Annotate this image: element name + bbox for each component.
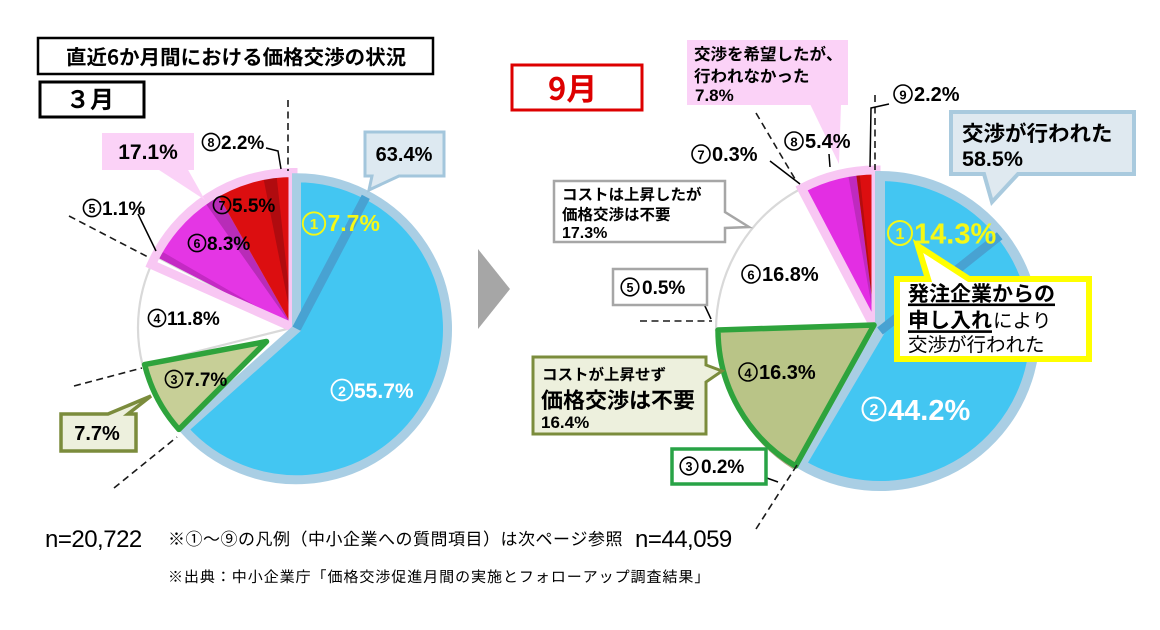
svg-text:5.4%: 5.4% [805,131,851,153]
svg-text:17.1%: 17.1% [118,141,178,164]
svg-text:2: 2 [338,383,346,399]
svg-text:8: 8 [790,135,797,150]
svg-text:9: 9 [899,88,906,103]
svg-text:0.5%: 0.5% [642,278,685,299]
svg-text:7.7%: 7.7% [74,423,120,445]
svg-text:8: 8 [208,136,215,150]
svg-text:16.3%: 16.3% [759,362,816,384]
svg-text:7: 7 [697,148,704,163]
svg-text:44.2%: 44.2% [888,395,970,427]
svg-text:0.2%: 0.2% [701,457,744,478]
svg-text:16.4%: 16.4% [541,413,589,432]
svg-text:55.7%: 55.7% [354,380,414,403]
svg-text:4: 4 [744,366,752,381]
svg-text:6: 6 [194,237,201,251]
svg-text:11.8%: 11.8% [167,309,220,330]
svg-text:2: 2 [870,402,879,419]
svg-text:58.5%: 58.5% [962,147,1023,171]
svg-text:16.8%: 16.8% [762,264,819,286]
svg-text:8.3%: 8.3% [207,234,250,255]
svg-text:5.5%: 5.5% [232,196,275,217]
svg-text:1: 1 [310,216,318,233]
svg-text:n=44,059: n=44,059 [635,526,732,553]
svg-text:6: 6 [747,268,754,283]
svg-text:0.3%: 0.3% [712,144,758,166]
svg-text:63.4%: 63.4% [376,144,433,166]
svg-text:1: 1 [896,226,905,243]
svg-text:7.7%: 7.7% [328,210,380,236]
svg-text:n=20,722: n=20,722 [45,526,142,553]
svg-text:3: 3 [171,373,178,387]
svg-text:3: 3 [686,460,693,474]
svg-text:17.3%: 17.3% [562,225,607,242]
svg-text:5: 5 [627,281,634,295]
svg-text:5: 5 [89,202,96,216]
svg-text:7.7%: 7.7% [184,370,227,391]
svg-text:2.2%: 2.2% [914,84,960,106]
svg-text:14.3%: 14.3% [914,219,996,251]
svg-text:1.1%: 1.1% [102,199,145,220]
svg-text:7: 7 [219,199,226,213]
svg-text:7.8%: 7.8% [695,86,734,105]
svg-text:4: 4 [154,312,161,326]
svg-text:2.2%: 2.2% [221,133,264,154]
